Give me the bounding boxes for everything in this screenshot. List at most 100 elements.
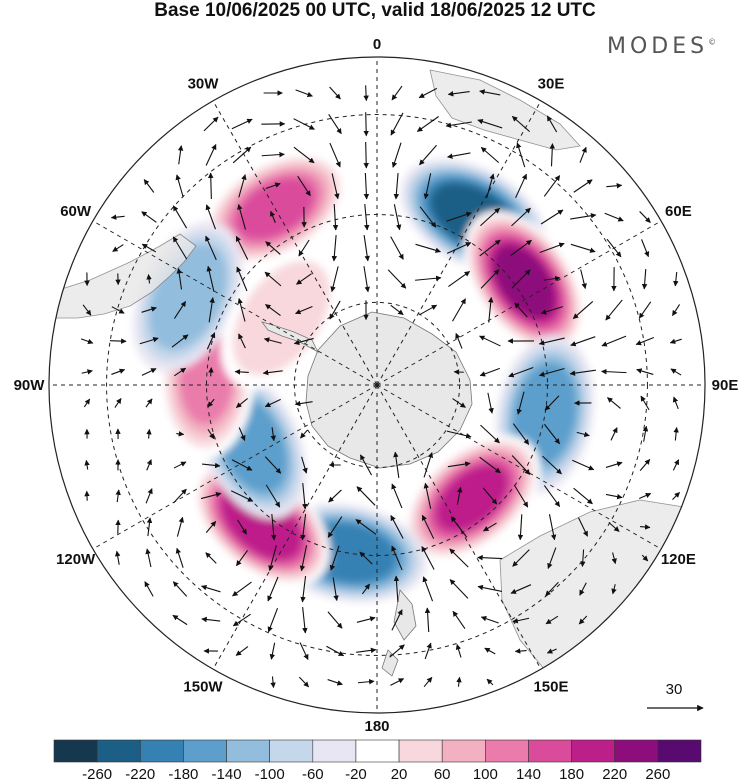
wind-vector xyxy=(236,266,248,292)
colorbar-swatch xyxy=(571,739,616,763)
colorbar-tick-label: -60 xyxy=(302,766,324,783)
wind-vector xyxy=(455,643,462,658)
wind-vector xyxy=(146,428,152,439)
wind-vector xyxy=(641,554,649,562)
wind-vector xyxy=(359,454,373,476)
wind-vector xyxy=(540,209,564,225)
lon-60w-label: 60W xyxy=(60,203,92,220)
wind-vector xyxy=(355,519,377,535)
wind-vector xyxy=(261,151,285,158)
wind-vector xyxy=(145,398,153,408)
wind-vector xyxy=(299,642,309,661)
wind-vector xyxy=(610,427,618,441)
wind-vector xyxy=(205,144,217,166)
wind-vector xyxy=(297,175,311,197)
colorbar-tick-label: 140 xyxy=(516,766,541,783)
wind-vector xyxy=(235,646,249,656)
contour-band xyxy=(518,371,572,458)
wind-vector xyxy=(546,115,558,133)
wind-vector xyxy=(270,676,276,689)
wind-vector xyxy=(579,582,587,596)
wind-vector xyxy=(176,431,185,437)
wind-vectors xyxy=(80,85,682,689)
wind-vector xyxy=(607,397,621,409)
wind-vector xyxy=(238,174,247,198)
wind-vector xyxy=(144,581,154,597)
wind-vector xyxy=(331,173,340,200)
wind-vector xyxy=(418,87,438,99)
lon-0-label: 0 xyxy=(373,36,381,53)
wind-vector xyxy=(452,398,466,408)
wind-vector xyxy=(328,114,342,135)
antarctica-landmass xyxy=(305,311,473,469)
colorbar-swatch xyxy=(312,739,357,763)
wind-vector xyxy=(514,302,528,318)
wind-vector xyxy=(606,183,623,189)
wind-vector xyxy=(570,336,596,347)
wind-vector xyxy=(300,576,307,603)
wind-vector xyxy=(208,172,214,200)
wind-vector xyxy=(635,337,655,346)
wind-vector xyxy=(638,301,652,319)
wind-vector xyxy=(671,304,681,316)
wind-vector xyxy=(480,424,500,444)
colorbar-tick-label: -220 xyxy=(125,766,155,783)
wind-vector xyxy=(390,236,404,260)
meridian-line xyxy=(212,100,378,386)
wind-vector xyxy=(83,398,91,408)
wind-vector xyxy=(477,118,503,129)
wind-vector xyxy=(356,647,377,654)
colorbar: -260 -220 -180 -140 -100 -60 -20 20 60 100 140 180 2… xyxy=(53,739,702,783)
wind-vector xyxy=(511,269,531,289)
wind-vector xyxy=(235,550,249,567)
wind-vector xyxy=(263,337,282,344)
wind-vector xyxy=(670,368,682,376)
wind-vector xyxy=(486,173,495,199)
wind-vector xyxy=(267,576,279,602)
wind-vector xyxy=(300,429,308,439)
wind-vector xyxy=(363,112,369,137)
wind-vector xyxy=(479,367,500,377)
wind-vector xyxy=(605,461,623,468)
wind-vector xyxy=(295,305,313,315)
positive-center-60e xyxy=(463,210,585,353)
wind-vector xyxy=(446,211,472,222)
wind-vector xyxy=(549,143,556,167)
wind-vector xyxy=(391,545,403,571)
colorbar-tick-label: 20 xyxy=(391,766,408,783)
wind-vector xyxy=(270,427,276,442)
wind-vector xyxy=(203,116,219,132)
wind-vector xyxy=(480,616,499,624)
colorbar-swatch xyxy=(226,739,270,763)
wind-vector xyxy=(419,304,438,316)
colorbar-tick-label: 100 xyxy=(473,766,498,783)
colorbar-swatch xyxy=(657,739,702,763)
colorbar-tick-label: 220 xyxy=(602,766,627,783)
wind-vector xyxy=(208,297,215,323)
wind-vector xyxy=(328,489,342,503)
meridian-line xyxy=(376,384,662,550)
wind-vector xyxy=(109,338,127,344)
colorbar-swatch xyxy=(441,739,486,763)
wind-vector xyxy=(232,581,252,597)
wind-vector xyxy=(300,514,307,541)
wind-vector xyxy=(573,179,593,193)
wind-vector xyxy=(543,423,561,445)
wind-vector xyxy=(201,584,221,593)
lon-30w-label: 30W xyxy=(188,76,220,93)
map-title: Base 10/06/2025 00 UTC, valid 18/06/2025… xyxy=(154,0,596,21)
wind-vector xyxy=(580,549,586,568)
wind-vector xyxy=(517,514,524,541)
wind-vector xyxy=(480,269,500,289)
wind-vector xyxy=(422,576,434,602)
wind-vector xyxy=(172,236,188,260)
wind-vector xyxy=(331,235,338,262)
wind-vector xyxy=(391,609,403,631)
wind-vector xyxy=(201,616,221,623)
wind-vector xyxy=(112,244,124,252)
wind-vector xyxy=(390,515,404,539)
wind-vector xyxy=(601,335,627,347)
wind-vector xyxy=(514,648,527,654)
lon-120e-label: 120E xyxy=(661,551,696,568)
